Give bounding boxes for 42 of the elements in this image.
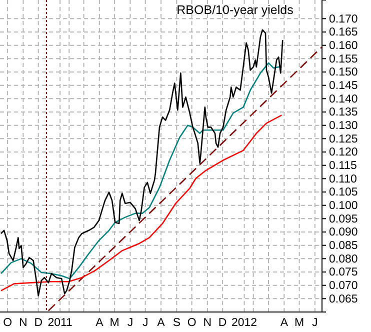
x-tick-label: N bbox=[203, 317, 212, 330]
y-tick-label: 0.145 bbox=[329, 80, 358, 92]
x-tick-label: M bbox=[294, 317, 304, 330]
y-tick-label: 0.070 bbox=[329, 280, 358, 292]
y-tick-label: 0.155 bbox=[329, 53, 358, 66]
x-tick-label: D bbox=[34, 317, 43, 330]
x-tick-label: N bbox=[19, 317, 28, 330]
y-tick-label: 0.090 bbox=[329, 226, 358, 239]
y-tick-label: 0.100 bbox=[329, 200, 358, 212]
y-tick-label: 0.130 bbox=[329, 120, 358, 132]
y-tick-label: 0.065 bbox=[329, 293, 358, 306]
y-tick-label: 0.095 bbox=[329, 213, 358, 226]
y-tick-label: 0.125 bbox=[329, 133, 358, 146]
y-tick-label: 0.135 bbox=[329, 106, 358, 119]
x-tick-label: A bbox=[157, 317, 166, 330]
line-series bbox=[0, 29, 284, 296]
y-tick-label: 0.140 bbox=[329, 93, 358, 106]
x-tick-label: 2012 bbox=[231, 317, 258, 330]
y-tick-label: 0.150 bbox=[329, 66, 358, 79]
line-series bbox=[0, 114, 282, 292]
y-tick-label: 0.165 bbox=[329, 26, 358, 39]
y-tick-label: 0.085 bbox=[329, 240, 358, 252]
chart-title: RBOB/10-year yields bbox=[176, 3, 294, 17]
x-tick-label: M bbox=[110, 317, 120, 330]
x-tick-label: J bbox=[312, 317, 318, 330]
y-tick-label: 0.105 bbox=[329, 186, 358, 199]
y-tick-label: 0.080 bbox=[329, 253, 358, 266]
x-tick-label: J bbox=[127, 317, 134, 330]
x-tick-label: D bbox=[218, 317, 227, 330]
y-tick-label: 0.075 bbox=[329, 266, 358, 279]
y-tick-label: 0.170 bbox=[329, 13, 358, 26]
y-tick-label: 0.110 bbox=[329, 173, 357, 186]
x-tick-label: S bbox=[172, 317, 181, 330]
x-tick-label: O bbox=[3, 317, 12, 330]
x-tick-label: 2011 bbox=[48, 317, 72, 330]
y-tick-label: 0.160 bbox=[329, 40, 358, 52]
x-tick-label: A bbox=[280, 317, 288, 330]
y-tick-label: 0.115 bbox=[329, 160, 357, 172]
y-tick-label: 0.120 bbox=[329, 146, 358, 159]
x-tick-label: J bbox=[142, 317, 148, 330]
x-tick-label: O bbox=[187, 317, 196, 330]
x-tick-label: A bbox=[96, 317, 104, 330]
